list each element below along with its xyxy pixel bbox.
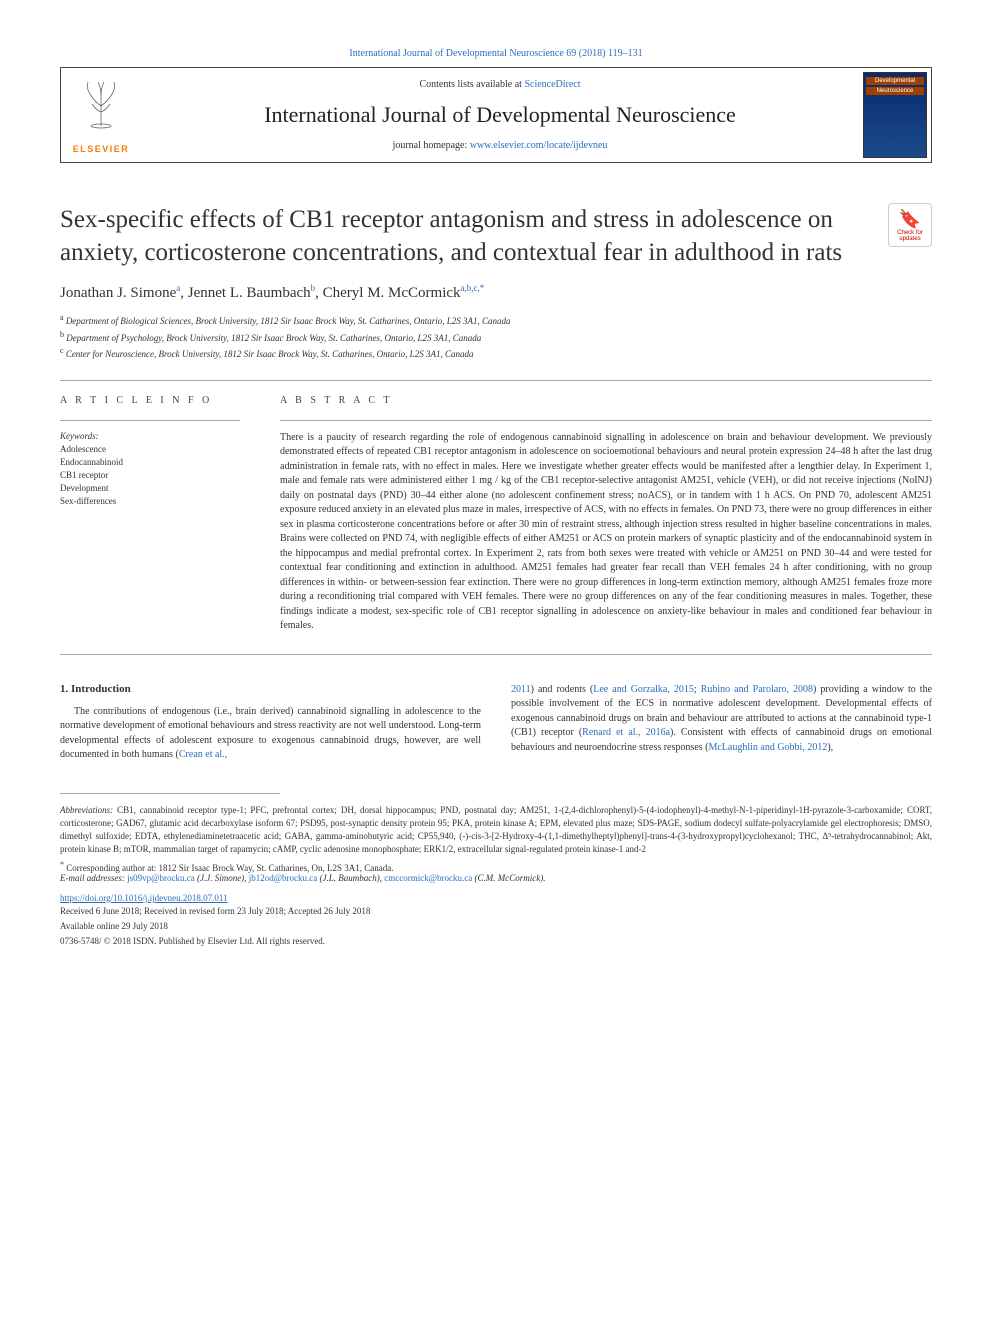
abstract-label: A B S T R A C T — [280, 395, 932, 406]
abbrev-label: Abbreviations: — [60, 805, 113, 815]
header-center: Contents lists available at ScienceDirec… — [141, 68, 859, 162]
available-online: Available online 29 July 2018 — [60, 920, 932, 933]
abstract-text: There is a paucity of research regarding… — [280, 431, 932, 634]
cover-thumbnail: Developmental Neuroscience — [863, 72, 927, 158]
intro-heading: 1. Introduction — [60, 683, 481, 695]
citation-link[interactable]: Renard et al., 2016a — [582, 727, 670, 738]
affiliation: c Center for Neuroscience, Brock Univers… — [60, 345, 932, 362]
citation-link[interactable]: Crean et al., — [179, 749, 227, 760]
contents-label: Contents lists available at — [419, 79, 524, 90]
email-link[interactable]: jb12od@brocku.ca — [249, 873, 318, 883]
article-info-col: A R T I C L E I N F O Keywords: Adolesce… — [60, 395, 240, 634]
email-link[interactable]: cmccormick@brocku.ca — [384, 873, 472, 883]
email-label: E-mail addresses: — [60, 873, 125, 883]
intro-paragraph-cont: 2011) and rodents (Lee and Gorzalka, 201… — [511, 683, 932, 756]
elsevier-tree-icon — [76, 76, 126, 139]
email-addresses: E-mail addresses: js09vp@brocku.ca (J.J.… — [60, 873, 932, 883]
article-info-label: A R T I C L E I N F O — [60, 395, 240, 406]
cover-line1: Developmental — [866, 77, 924, 85]
keyword: CB1 receptor — [60, 469, 240, 482]
elsevier-logo[interactable]: ELSEVIER — [61, 68, 141, 162]
body-col-right: 2011) and rodents (Lee and Gorzalka, 201… — [511, 683, 932, 763]
affiliation: a Department of Biological Sciences, Bro… — [60, 312, 932, 329]
abbreviations: Abbreviations: CB1, cannabinoid receptor… — [60, 804, 932, 856]
journal-name: International Journal of Developmental N… — [151, 102, 849, 128]
citation-link[interactable]: Rubino and Parolaro, 2008 — [701, 684, 813, 695]
keyword: Development — [60, 482, 240, 495]
body-col-left: 1. Introduction The contributions of end… — [60, 683, 481, 763]
author[interactable]: Jonathan J. Simonea — [60, 285, 180, 301]
journal-header: ELSEVIER Contents lists available at Sci… — [60, 67, 932, 163]
abstract-col: A B S T R A C T There is a paucity of re… — [280, 395, 932, 634]
top-citation[interactable]: International Journal of Developmental N… — [60, 48, 932, 59]
email-link[interactable]: js09vp@brocku.ca — [127, 873, 195, 883]
page: International Journal of Developmental N… — [0, 0, 992, 1323]
keyword: Sex-differences — [60, 495, 240, 508]
homepage-line: journal homepage: www.elsevier.com/locat… — [151, 140, 849, 151]
journal-cover[interactable]: Developmental Neuroscience — [859, 68, 931, 162]
doi-link[interactable]: https://doi.org/10.1016/j.ijdevneu.2018.… — [60, 893, 932, 903]
article-meta-row: A R T I C L E I N F O Keywords: Adolesce… — [60, 395, 932, 634]
citation-link[interactable]: 2011 — [511, 684, 531, 695]
keyword: Endocannabinoid — [60, 456, 240, 469]
divider — [60, 420, 240, 421]
check-updates-l2: updates — [899, 236, 920, 242]
received-dates: Received 6 June 2018; Received in revise… — [60, 905, 932, 918]
affiliations: a Department of Biological Sciences, Bro… — [60, 312, 932, 362]
elsevier-wordmark: ELSEVIER — [73, 144, 130, 154]
cover-line2: Neuroscience — [866, 87, 924, 95]
intro-paragraph: The contributions of endogenous (i.e., b… — [60, 705, 481, 763]
author[interactable]: , Jennet L. Baumbachb — [180, 285, 315, 301]
author[interactable]: , Cheryl M. McCormicka,b,c,* — [315, 285, 484, 301]
article-title: Sex-specific effects of CB1 receptor ant… — [60, 203, 870, 269]
sciencedirect-link[interactable]: ScienceDirect — [524, 79, 580, 90]
bookmark-icon: 🔖 — [899, 209, 921, 230]
homepage-label: journal homepage: — [393, 140, 470, 151]
copyright-line: 0736-5748/ © 2018 ISDN. Published by Els… — [60, 935, 932, 948]
title-row: Sex-specific effects of CB1 receptor ant… — [60, 203, 932, 269]
citation-link[interactable]: McLaughlin and Gobbi, 2012 — [708, 742, 827, 753]
abbrev-text: CB1, cannabinoid receptor type-1; PFC, p… — [60, 805, 932, 854]
homepage-link[interactable]: www.elsevier.com/locate/ijdevneu — [470, 140, 608, 151]
citation-link[interactable]: Lee and Gorzalka, 2015 — [593, 684, 694, 695]
corresponding-author: * Corresponding author at: 1812 Sir Isaa… — [60, 860, 932, 873]
affiliation: b Department of Psychology, Brock Univer… — [60, 329, 932, 346]
body-columns: 1. Introduction The contributions of end… — [60, 683, 932, 763]
corr-text: Corresponding author at: 1812 Sir Isaac … — [64, 863, 393, 873]
keywords-label: Keywords: — [60, 431, 240, 441]
divider — [60, 380, 932, 381]
contents-available-line: Contents lists available at ScienceDirec… — [151, 79, 849, 90]
keyword: Adolescence — [60, 443, 240, 456]
check-for-updates-button[interactable]: 🔖 Check for updates — [888, 203, 932, 247]
footer-divider — [60, 793, 280, 794]
divider — [280, 420, 932, 421]
divider — [60, 654, 932, 655]
authors-line: Jonathan J. Simonea, Jennet L. Baumbachb… — [60, 283, 932, 302]
